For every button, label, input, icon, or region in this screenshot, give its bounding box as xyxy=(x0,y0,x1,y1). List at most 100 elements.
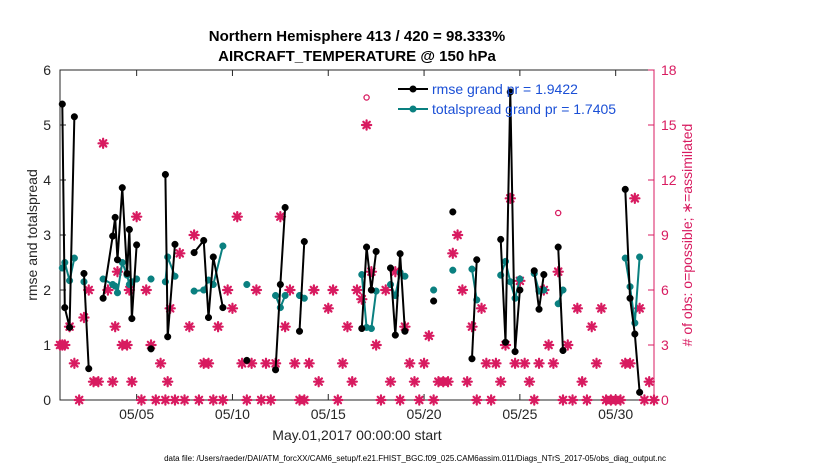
y2-axis-ticks: 0 3 6 9 12 15 18 xyxy=(648,62,677,408)
rmse-point xyxy=(506,88,514,96)
rmse-point xyxy=(430,297,438,305)
spread-point xyxy=(281,291,289,300)
rmse-point xyxy=(219,304,227,312)
obs-assimilated-point xyxy=(590,357,603,370)
spread-point xyxy=(190,287,198,295)
obs-assimilated-point xyxy=(336,357,349,370)
obs-assimilated-point xyxy=(221,284,234,296)
obs-assimilated-point xyxy=(614,394,627,406)
rmse-point xyxy=(164,333,172,341)
rmse-point xyxy=(497,235,505,243)
rmse-point xyxy=(147,345,155,353)
obs-assimilated-point xyxy=(533,357,545,370)
obs-assimilated-point xyxy=(241,394,253,406)
obs-assimilated-point xyxy=(523,375,536,388)
spread-point xyxy=(367,324,375,333)
x-tick-label: 05/10 xyxy=(215,406,250,422)
obs-assimilated-point xyxy=(174,247,186,260)
obs-assimilated-point xyxy=(566,394,579,406)
obs-assimilated-point xyxy=(130,210,143,223)
y-tick-label: 1 xyxy=(43,337,51,353)
obs-assimilated-point xyxy=(518,357,531,370)
spread-point xyxy=(66,277,74,285)
obs-assimilated-point xyxy=(284,284,296,296)
x-axis-label: May.01,2017 00:00:00 start xyxy=(272,427,442,443)
spread-point xyxy=(468,265,476,273)
obs-assimilated-point xyxy=(217,394,229,406)
obs-possible-point xyxy=(363,94,370,101)
rmse-point xyxy=(190,249,198,257)
rmse-point xyxy=(530,267,538,275)
rmse-point xyxy=(386,264,395,272)
obs-assimilated-point xyxy=(126,375,138,388)
rmse-point xyxy=(300,238,308,246)
rmse-line xyxy=(557,247,564,351)
obs-assimilated-point xyxy=(643,375,655,388)
obs-assimilated-point xyxy=(394,394,406,406)
rmse-point xyxy=(123,269,131,278)
rmse-point xyxy=(161,170,169,179)
obs-assimilated-point xyxy=(480,357,493,370)
rmse-point xyxy=(363,243,371,251)
rmse-point xyxy=(367,286,375,294)
y-tick-label: 6 xyxy=(43,62,51,78)
rmse-point xyxy=(276,280,284,289)
obs-assimilated-point xyxy=(547,357,560,370)
obs-assimilated-point xyxy=(581,394,593,406)
obs-assimilated-point xyxy=(106,375,119,388)
rmse-point xyxy=(358,324,366,333)
obs-assimilated-point xyxy=(423,330,435,342)
rmse-point xyxy=(636,388,644,396)
obs-assimilated-point xyxy=(586,320,598,333)
obs-assimilated-point xyxy=(193,394,205,406)
x-axis-ticks: 05/05 05/10 05/15 05/20 05/25 05/30 xyxy=(119,70,633,422)
rmse-point xyxy=(631,330,639,338)
obs-assimilated-point xyxy=(102,284,114,296)
obs-assimilated-point xyxy=(413,394,425,406)
y-tick-label: 5 xyxy=(43,117,51,133)
rmse-point xyxy=(501,338,510,346)
rmse-point xyxy=(113,256,122,264)
obs-assimilated-point xyxy=(59,339,71,351)
obs-assimilated-point xyxy=(346,375,358,388)
y-tick-label: 3 xyxy=(43,227,51,243)
chart-subtitle: AIRCRAFT_TEMPERATURE @ 150 hPa xyxy=(218,48,496,65)
y2-tick-label: 0 xyxy=(661,392,669,408)
rmse-point xyxy=(80,269,88,278)
rmse-point xyxy=(109,232,117,240)
legend-rmse-label: rmse grand pr = 1.9422 xyxy=(432,81,578,97)
obs-assimilated-point xyxy=(557,394,569,406)
rmse-point xyxy=(449,208,457,216)
obs-assimilated-point xyxy=(161,375,174,388)
rmse-point xyxy=(540,271,548,279)
rmse-point xyxy=(204,313,213,322)
spread-line xyxy=(624,256,641,324)
legend-spread-marker xyxy=(409,105,417,113)
obs-assimilated-point xyxy=(485,394,497,406)
obs-assimilated-point xyxy=(265,394,277,406)
rmse-point xyxy=(118,184,126,192)
obs-assimilated-point xyxy=(226,302,239,315)
y2-tick-label: 12 xyxy=(661,172,677,188)
rmse-point xyxy=(391,331,399,339)
obs-assimilated-point xyxy=(370,339,382,351)
obs-assimilated-point xyxy=(475,302,488,315)
obs-assimilated-point xyxy=(135,394,148,406)
obs-assimilated-point xyxy=(255,394,267,406)
rmse-line xyxy=(61,104,76,329)
rmse-point xyxy=(66,323,74,331)
y-axis-ticks: 0 1 2 3 4 5 6 xyxy=(43,62,66,408)
obs-assimilated-point xyxy=(332,394,344,406)
rmse-point xyxy=(200,236,208,245)
spread-point xyxy=(147,275,155,283)
spread-point xyxy=(164,253,172,261)
obs-assimilated-point xyxy=(624,357,636,370)
rmse-point xyxy=(295,327,304,335)
obs-assimilated-point xyxy=(638,394,651,406)
obs-assimilated-point xyxy=(447,247,459,260)
y-axis-label: rmse and totalspread xyxy=(24,169,40,301)
obs-assimilated-point xyxy=(442,375,454,388)
x-tick-label: 05/20 xyxy=(407,406,442,422)
obs-assimilated-point xyxy=(461,375,473,388)
rmse-point xyxy=(171,240,179,248)
